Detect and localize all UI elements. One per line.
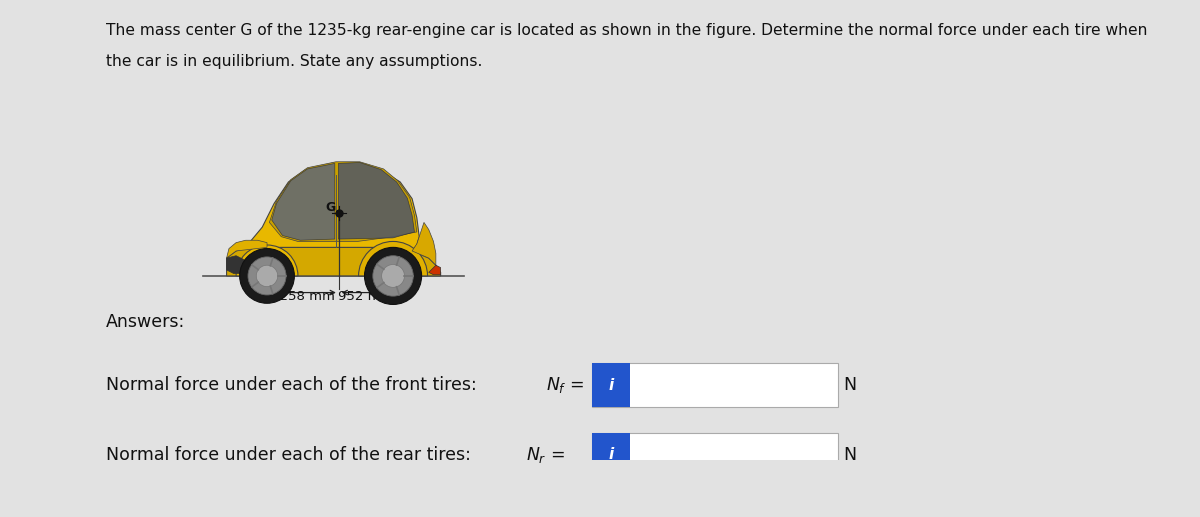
- Text: 952 mm: 952 mm: [338, 290, 394, 303]
- Circle shape: [382, 265, 404, 287]
- Text: Normal force under each of the front tires:: Normal force under each of the front tir…: [106, 376, 476, 394]
- FancyBboxPatch shape: [592, 433, 630, 477]
- Text: $N_r$ =: $N_r$ =: [526, 445, 564, 465]
- Polygon shape: [269, 162, 416, 241]
- Polygon shape: [244, 163, 419, 251]
- Text: i: i: [608, 377, 613, 393]
- Text: N: N: [844, 376, 857, 394]
- FancyBboxPatch shape: [592, 363, 630, 407]
- FancyBboxPatch shape: [592, 433, 838, 477]
- Polygon shape: [227, 248, 440, 276]
- Text: the car is in equilibrium. State any assumptions.: the car is in equilibrium. State any ass…: [106, 54, 482, 69]
- Text: The mass center G of the 1235-kg rear-engine car is located as shown in the figu: The mass center G of the 1235-kg rear-en…: [106, 23, 1147, 38]
- Circle shape: [248, 257, 286, 295]
- Text: i: i: [608, 447, 613, 463]
- Wedge shape: [359, 241, 427, 276]
- Text: 1258 mm: 1258 mm: [271, 290, 335, 303]
- Text: G: G: [325, 201, 336, 214]
- Polygon shape: [227, 240, 268, 258]
- Circle shape: [373, 256, 413, 296]
- Text: $N_f$ =: $N_f$ =: [546, 375, 584, 395]
- Circle shape: [365, 248, 421, 305]
- Circle shape: [240, 249, 294, 303]
- Wedge shape: [236, 245, 298, 276]
- Polygon shape: [338, 162, 414, 239]
- Text: Normal force under each of the rear tires:: Normal force under each of the rear tire…: [106, 446, 470, 464]
- Text: N: N: [844, 446, 857, 464]
- Circle shape: [257, 265, 277, 286]
- FancyBboxPatch shape: [592, 363, 838, 407]
- Text: Answers:: Answers:: [106, 313, 185, 331]
- Polygon shape: [271, 163, 335, 240]
- Polygon shape: [428, 265, 440, 275]
- Polygon shape: [412, 222, 436, 265]
- Polygon shape: [227, 256, 246, 273]
